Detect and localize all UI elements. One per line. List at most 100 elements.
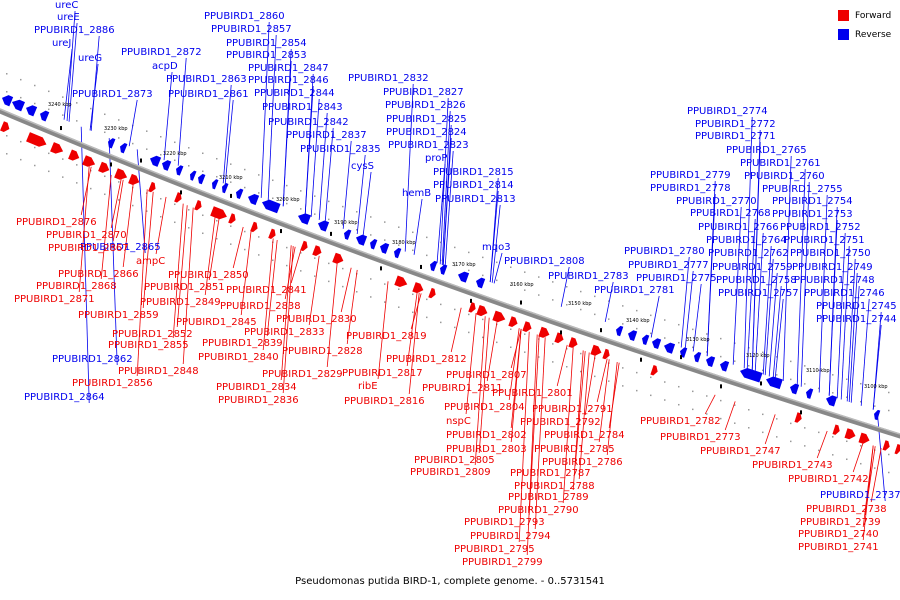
forward-gene-arrow <box>268 228 276 240</box>
reverse-gene-leader-line <box>267 34 277 201</box>
reverse-gene-label: ureC <box>55 0 78 11</box>
reverse-gene-label: hemB <box>402 188 431 199</box>
grid-dot-r3 <box>580 370 582 373</box>
reverse-gene-label: PPUBIRD1_2815 <box>433 167 514 178</box>
forward-gene-leader-line <box>280 245 292 381</box>
reverse-gene-label: PPUBIRD1_2837 <box>286 130 367 141</box>
reverse-gene-leader-line <box>493 252 503 284</box>
grid-dot-r1 <box>790 378 792 381</box>
grid-dot-r3 <box>62 176 64 178</box>
forward-gene-arrow <box>26 132 47 147</box>
forward-gene-label: PPUBIRD1_2839 <box>202 338 283 349</box>
reverse-gene-arrow <box>248 193 260 206</box>
grid-dot-r2 <box>622 367 624 369</box>
reverse-gene-leader-line <box>732 206 742 365</box>
reverse-gene-label: PPUBIRD1_2863 <box>166 74 247 85</box>
grid-dot-r2 <box>104 175 106 178</box>
forward-gene-label: PPUBIRD1_2871 <box>14 294 95 305</box>
grid-dot-r2 <box>650 376 652 379</box>
forward-gene-label: PPUBIRD1_2848 <box>118 366 199 377</box>
grid-dot-r2 <box>692 390 694 393</box>
reverse-gene-leader-line <box>260 21 270 198</box>
grid-dot-r3 <box>678 403 680 406</box>
forward-gene-leader-line <box>100 174 112 280</box>
grid-dot-r2 <box>440 303 442 306</box>
reverse-gene-label: PPUBIRD1_2783 <box>548 271 629 282</box>
forward-gene-label: PPUBIRD1_2740 <box>798 529 879 540</box>
grid-dot-r1 <box>846 396 848 399</box>
reverse-gene-arrow <box>720 360 730 372</box>
forward-gene-label: PPUBIRD1_2849 <box>140 297 221 308</box>
grid-dot-r3 <box>342 285 344 288</box>
forward-gene-arrow <box>394 275 408 287</box>
grid-dot-r0 <box>384 221 386 223</box>
forward-gene-label: ribE <box>358 381 378 392</box>
site-marker <box>640 357 642 362</box>
grid-dot-r3 <box>496 341 498 344</box>
grid-dot-r3 <box>566 366 568 368</box>
reverse-gene-leader-line <box>136 149 146 254</box>
legend-label-forward: Forward <box>855 10 892 21</box>
grid-dot-r2 <box>342 267 344 270</box>
forward-swatch <box>838 10 849 21</box>
reverse-gene-arrow <box>2 95 14 107</box>
forward-gene-leader-line <box>282 246 294 394</box>
grid-dot-r3 <box>76 182 78 184</box>
grid-dot-r1 <box>678 341 680 344</box>
grid-dot-r0 <box>300 190 302 192</box>
grid-dot-r0 <box>62 96 64 98</box>
forward-gene-leader-line <box>176 205 188 328</box>
forward-gene-arrow <box>250 221 258 233</box>
site-marker <box>180 190 182 195</box>
forward-gene-leader-line <box>80 166 92 216</box>
forward-gene-label: PPUBIRD1_2793 <box>464 517 545 528</box>
grid-dot-r3 <box>790 440 792 443</box>
grid-dot-r3 <box>356 291 358 293</box>
reverse-gene-label: PPUBIRD1_2764 <box>706 235 787 246</box>
grid-dot-r2 <box>468 313 470 316</box>
reverse-gene-leader-line <box>560 266 570 307</box>
grid-dot-r0 <box>6 73 8 75</box>
forward-gene-arrow <box>844 428 856 440</box>
reverse-gene-leader-line <box>836 232 846 399</box>
reverse-gene-leader-line <box>762 245 772 375</box>
forward-gene-arrow <box>894 443 900 455</box>
forward-gene-leader-line <box>155 196 167 255</box>
reverse-gene-label: PPUBIRD1_2746 <box>804 288 885 299</box>
reverse-gene-leader-line <box>177 57 187 166</box>
grid-dot-r0 <box>426 236 428 239</box>
grid-dot-r1 <box>356 229 358 231</box>
reverse-gene-leader-line <box>818 194 828 393</box>
forward-gene-arrow <box>194 200 202 211</box>
reverse-gene-leader-line <box>692 283 702 352</box>
forward-gene-leader-line <box>136 189 148 377</box>
grid-dot-r2 <box>776 418 778 420</box>
reverse-gene-leader-line <box>840 245 850 400</box>
forward-gene-label: PPUBIRD1_2773 <box>660 432 741 443</box>
reverse-gene-arrow <box>318 220 330 232</box>
grid-dot-r1 <box>524 289 526 291</box>
grid-dot-r0 <box>580 290 582 293</box>
grid-dot-r3 <box>202 232 204 235</box>
forward-gene-arrow <box>50 142 64 154</box>
grid-dot-r0 <box>720 337 722 340</box>
reverse-gene-leader-line <box>848 272 858 403</box>
forward-gene-leader-line <box>377 281 389 380</box>
reverse-gene-label: PPUBIRD1_2778 <box>650 183 731 194</box>
reverse-gene-label: PPUBIRD1_2770 <box>676 196 757 207</box>
grid-dot-r0 <box>118 119 120 121</box>
reverse-gene-leader-line <box>224 99 234 185</box>
reverse-gene-label: PPUBIRD1_2864 <box>24 392 105 403</box>
forward-gene-leader-line <box>578 352 590 480</box>
grid-dot-r3 <box>608 380 610 382</box>
grid-dot-r0 <box>76 102 78 104</box>
reverse-gene-label: PPUBIRD1_2772 <box>695 119 776 130</box>
grid-dot-r0 <box>496 261 498 264</box>
reverse-gene-leader-line <box>489 190 499 283</box>
grid-dot-r3 <box>20 158 22 161</box>
reverse-gene-leader-line <box>356 154 366 235</box>
tick-label: 3110 kbp <box>806 368 830 374</box>
site-marker <box>560 330 562 335</box>
forward-gene-label: PPUBIRD1_2747 <box>700 446 781 457</box>
forward-gene-leader-line <box>290 248 302 284</box>
